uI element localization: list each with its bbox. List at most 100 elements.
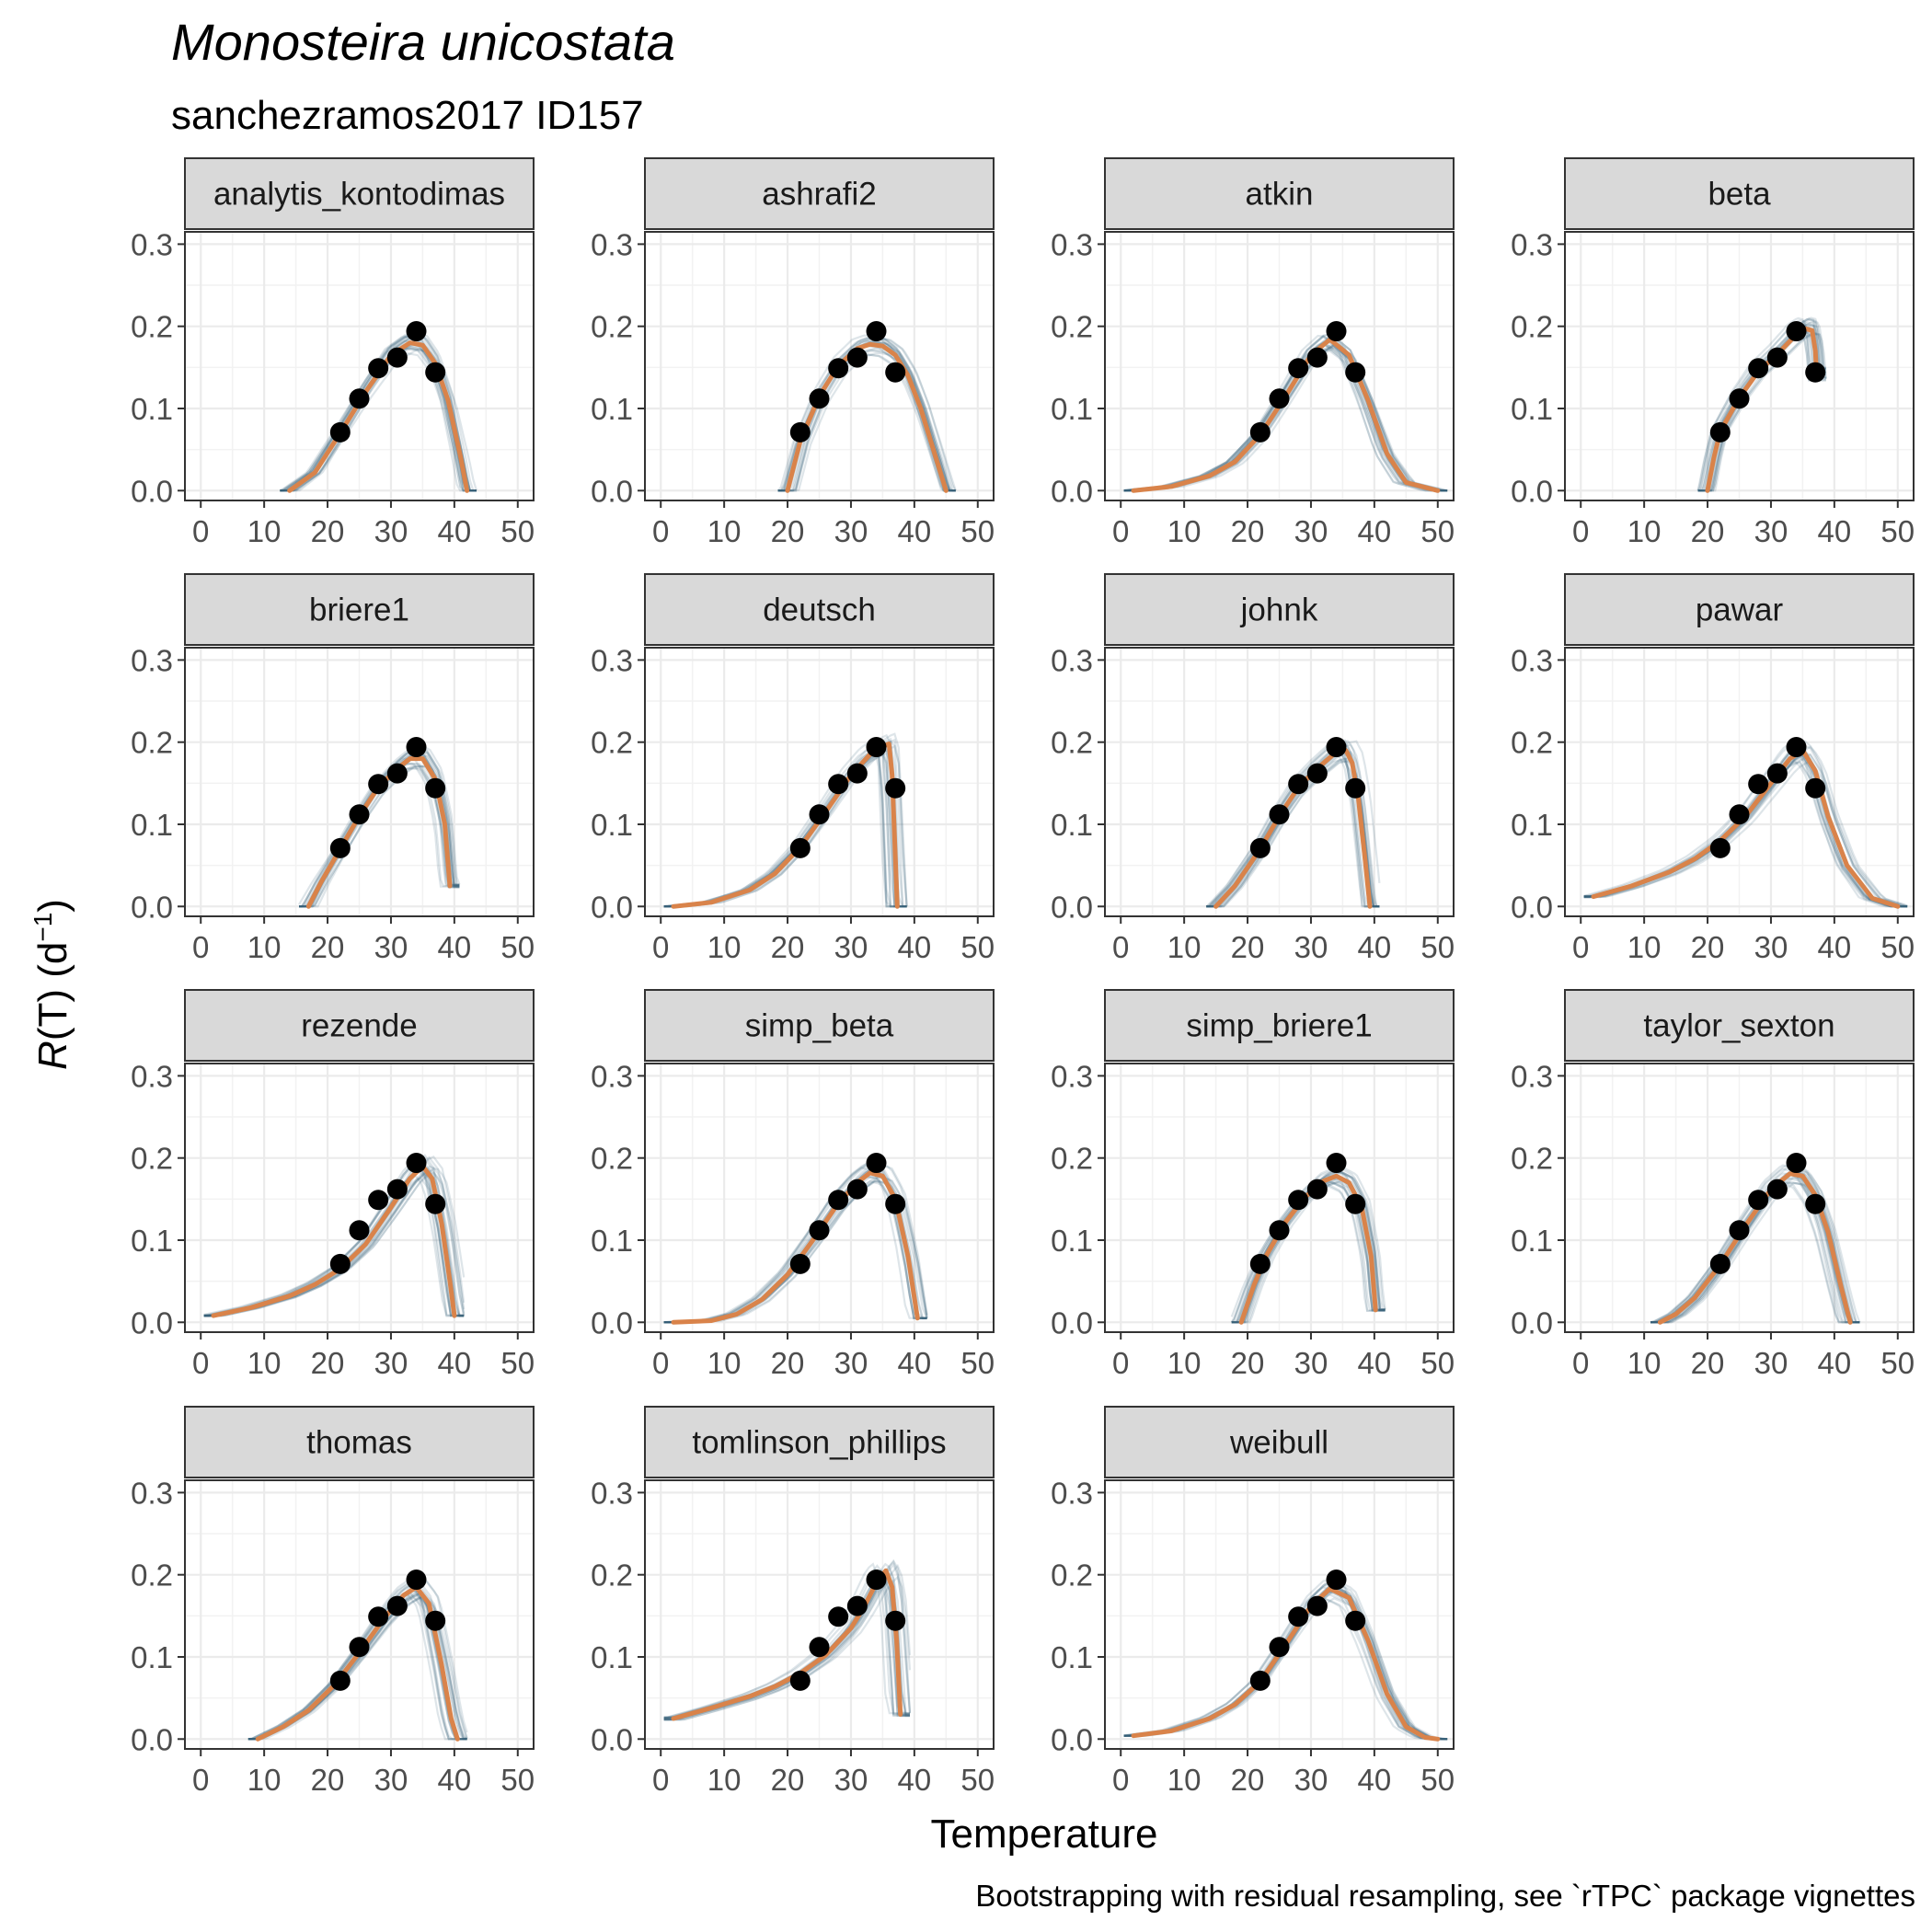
data-point <box>1709 837 1731 858</box>
x-tick-label: 50 <box>500 514 535 548</box>
strip-label: deutsch <box>763 592 876 628</box>
data-point <box>1306 347 1328 368</box>
data-point <box>1326 321 1347 342</box>
x-tick-label: 0 <box>1112 930 1129 964</box>
x-tick-label: 10 <box>1627 514 1662 548</box>
strip-background <box>1104 989 1455 1062</box>
strip-label: simp_briere1 <box>1186 1008 1372 1044</box>
chart-title: Monosteira unicostata <box>171 13 675 71</box>
x-tick-label: 20 <box>311 1346 345 1380</box>
data-point <box>1766 763 1788 784</box>
strip-background <box>1564 573 1915 646</box>
data-point <box>828 774 849 795</box>
y-tick-label: 0.1 <box>1051 1224 1093 1258</box>
plot-area <box>663 1153 928 1325</box>
plot-area <box>1696 316 1827 493</box>
strip-label: rezende <box>301 1008 417 1044</box>
x-tick-label: 10 <box>707 930 742 964</box>
data-point <box>406 321 427 342</box>
chart-subtitle: sanchezramos2017 ID157 <box>171 93 644 138</box>
panel-border <box>184 647 535 917</box>
data-point <box>425 1193 446 1214</box>
data-point <box>329 421 351 443</box>
data-point <box>1729 1220 1750 1241</box>
y-tick-label: 0.1 <box>131 1640 173 1674</box>
strip-label: thomas <box>306 1425 412 1461</box>
plot-area <box>1123 1570 1448 1742</box>
y-tick-label: 0.1 <box>591 1224 633 1258</box>
panel-border <box>1104 231 1455 501</box>
data-point <box>329 837 351 858</box>
x-tick-label: 30 <box>374 514 408 548</box>
y-tick-label: 0.0 <box>591 474 633 508</box>
data-point <box>349 1220 370 1241</box>
y-tick-label: 0.1 <box>1511 1224 1553 1258</box>
data-point <box>846 763 868 784</box>
x-tick-label: 40 <box>438 1346 472 1380</box>
bootstrap-curve <box>1697 332 1827 492</box>
bootstrap-curve <box>299 754 460 908</box>
caption: Bootstrapping with residual resampling, … <box>975 1879 1915 1913</box>
panel-simp_beta: simp_beta 0.0 0.1 0.2 0.3 0 10 20 30 40 50 <box>591 989 995 1380</box>
strip-background <box>184 1406 535 1478</box>
strip-background <box>644 1406 995 1478</box>
plot-area <box>663 1558 912 1721</box>
x-tick-label: 40 <box>1358 1346 1392 1380</box>
data-point <box>789 1253 811 1274</box>
facet-grid: analytis_kontodimas 0.0 0.1 0.2 0.3 0 10 20 30 40… <box>131 157 1915 1797</box>
data-point <box>1805 777 1826 799</box>
x-tick-label: 0 <box>1572 1346 1589 1380</box>
data-point <box>406 1570 427 1591</box>
x-tick-label: 30 <box>1294 514 1328 548</box>
x-tick-label: 20 <box>311 514 345 548</box>
data-point <box>1766 1179 1788 1200</box>
data-point <box>1709 421 1731 443</box>
x-tick-label: 30 <box>1754 514 1788 548</box>
bootstrap-curve <box>1583 742 1908 908</box>
x-tick-label: 0 <box>1572 930 1589 964</box>
plot-area <box>298 737 461 909</box>
y-axis-title: R(T) (d−1) <box>29 899 75 1070</box>
x-tick-label: 50 <box>1420 1346 1455 1380</box>
data-point <box>885 362 906 383</box>
bootstrap-curve <box>1650 1168 1860 1324</box>
x-tick-label: 0 <box>652 514 669 548</box>
bootstrap-curve <box>1123 1585 1448 1741</box>
bootstrap-curve <box>1697 316 1826 492</box>
x-tick-label: 30 <box>374 1763 408 1797</box>
data-point <box>809 1220 830 1241</box>
data-point <box>789 1670 811 1691</box>
data-point <box>349 1637 370 1658</box>
y-tick-label: 0.1 <box>591 808 633 842</box>
bootstrap-curve <box>1206 751 1380 908</box>
y-tick-label: 0.2 <box>1051 726 1093 760</box>
x-tick-label: 20 <box>1691 514 1725 548</box>
data-point <box>789 837 811 858</box>
x-tick-label: 10 <box>1167 1763 1202 1797</box>
data-point <box>1748 774 1769 795</box>
panel-tomlinson_phillips: tomlinson_phillips 0.0 0.1 0.2 0.3 0 10 20 30 40 5… <box>591 1406 995 1797</box>
bootstrap-curve <box>280 342 477 492</box>
x-tick-label: 40 <box>438 514 472 548</box>
bootstrap-curve <box>1696 322 1826 491</box>
x-tick-label: 40 <box>1818 930 1852 964</box>
x-tick-label: 0 <box>1112 1346 1129 1380</box>
data-point <box>828 358 849 379</box>
panel-border <box>1104 1063 1455 1333</box>
data-point <box>1805 1193 1826 1214</box>
y-tick-label: 0.3 <box>591 1059 633 1093</box>
x-tick-label: 30 <box>834 930 868 964</box>
x-tick-label: 10 <box>1627 1346 1662 1380</box>
data-point <box>1269 1220 1290 1241</box>
y-axis-title-main: (T) (d <box>30 942 75 1041</box>
x-tick-label: 0 <box>652 1763 669 1797</box>
x-tick-label: 20 <box>771 930 805 964</box>
data-point <box>1249 1253 1271 1274</box>
data-point <box>1326 1153 1347 1174</box>
panel-border <box>1564 1063 1915 1333</box>
plot-area <box>1123 321 1448 493</box>
x-tick-label: 30 <box>1754 930 1788 964</box>
data-point <box>386 1179 408 1200</box>
bootstrap-curve <box>1583 759 1908 908</box>
data-point <box>1306 1595 1328 1616</box>
